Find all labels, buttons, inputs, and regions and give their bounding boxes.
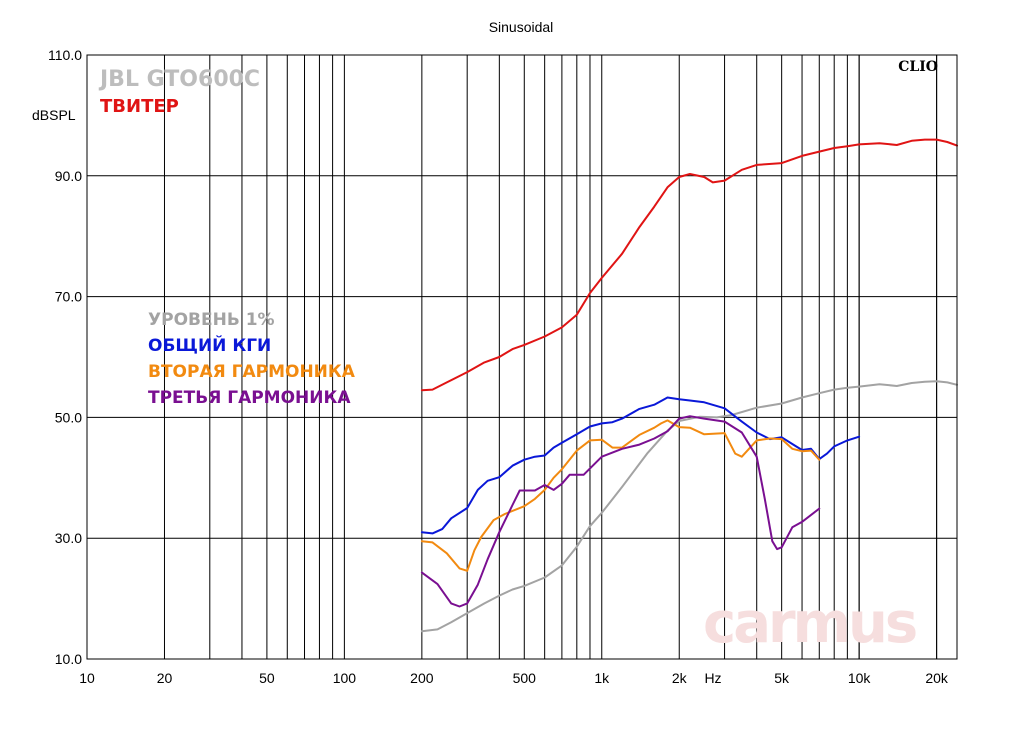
x-tick-label: 50 xyxy=(259,670,275,686)
plot-frame xyxy=(86,54,958,660)
grid xyxy=(87,55,957,659)
series-layer xyxy=(420,138,958,633)
x-tick-label: 10k xyxy=(848,670,872,686)
y-tick-label: 30.0 xyxy=(55,530,82,546)
x-tick-label: 100 xyxy=(333,670,357,686)
x-tick-label: 500 xyxy=(513,670,537,686)
y-axis-label: dBSPL xyxy=(32,107,76,123)
legend-entry: УРОВЕНЬ 1% xyxy=(148,310,275,330)
x-tick-label: 10 xyxy=(79,670,95,686)
chart-title: Sinusoidal xyxy=(489,19,554,35)
x-tick-labels: 10 20 50 100 200 500 1k 2k 5k 10k 20k xyxy=(79,670,949,686)
model-label: JBL GTO600C xyxy=(98,67,260,92)
component-label: ТВИТЕР xyxy=(100,96,179,117)
x-tick-label: 5k xyxy=(774,670,790,686)
series-line-третья-гармоника xyxy=(420,415,821,608)
x-tick-label: 2k xyxy=(672,670,688,686)
legend-entry: ТРЕТЬЯ ГАРМОНИКА xyxy=(148,388,351,408)
series-line-уровень-1- xyxy=(420,380,958,633)
series-line-вторая-гармоника xyxy=(420,419,821,572)
x-tick-label: 1k xyxy=(594,670,610,686)
brand-label: CLIO xyxy=(898,59,938,75)
watermark-logo: carmus xyxy=(703,591,916,656)
x-tick-label: 20 xyxy=(157,670,173,686)
legend-entry: ОБЩИЙ КГИ xyxy=(148,334,271,356)
y-tick-label: 90.0 xyxy=(55,168,82,184)
x-tick-label: 200 xyxy=(410,670,434,686)
y-tick-label: 70.0 xyxy=(55,289,82,305)
series-line-твитер xyxy=(420,138,958,392)
series-line-общий-кги xyxy=(420,396,861,535)
y-tick-label: 50.0 xyxy=(55,409,82,425)
x-axis-label: Hz xyxy=(704,670,721,686)
y-tick-label: 110.0 xyxy=(48,47,82,63)
y-tick-labels: 10.0 30.0 50.0 70.0 90.0 110.0 xyxy=(48,47,82,667)
x-tick-label: 20k xyxy=(925,670,949,686)
y-tick-label: 10.0 xyxy=(55,651,82,667)
legend-entry: ВТОРАЯ ГАРМОНИКА xyxy=(148,362,356,382)
legend: УРОВЕНЬ 1% ОБЩИЙ КГИ ВТОРАЯ ГАРМОНИКА ТРЕТЬ… xyxy=(148,310,356,408)
